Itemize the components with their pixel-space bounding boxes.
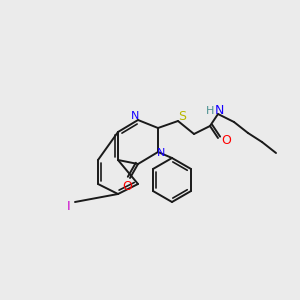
Text: S: S <box>178 110 186 124</box>
Text: H: H <box>206 106 214 116</box>
Text: N: N <box>131 111 139 121</box>
Text: N: N <box>214 104 224 118</box>
Text: N: N <box>157 148 165 158</box>
Text: O: O <box>122 179 132 193</box>
Text: I: I <box>67 200 71 214</box>
Text: O: O <box>221 134 231 146</box>
